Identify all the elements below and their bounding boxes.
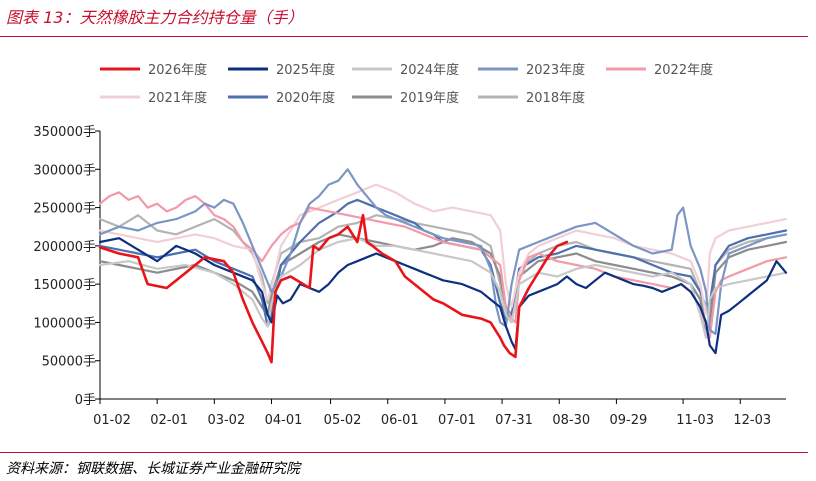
footer-divider [0,452,808,453]
legend-item: 2019年度 [352,90,459,106]
plot-area [98,168,788,364]
legend-item: 2021年度 [100,90,207,106]
x-tick-label: 02-01 [150,413,188,428]
y-tick-label: 300000手 [33,163,96,178]
y-tick-label: 200000手 [33,240,96,255]
series-line [98,233,788,332]
series-line [98,237,788,339]
legend-label: 2024年度 [400,62,459,78]
x-tick-label: 09-29 [610,413,648,428]
legend: 2026年度 2025年度 2024年度 2023年度 2022年度 2021年度 2020… [100,62,713,106]
series-line [98,198,788,328]
source-note: 资料来源：钢联数据、长城证券产业金融研究院 [6,461,300,477]
x-tick-label: 05-02 [324,413,362,428]
line-chart: 2026年度 2025年度 2024年度 2023年度 2022年度 2021年度 2020… [33,62,788,428]
legend-item: 2022年度 [606,62,713,78]
x-axis: 01-02 02-01 03-02 04-01 05-02 06-01 07-01 07-31… [93,398,786,428]
legend-label: 2021年度 [148,90,207,106]
chart-title: 图表 13：天然橡胶主力合约持仓量（手） [6,8,304,27]
x-tick-label: 07-01 [438,413,476,428]
legend-item: 2023年度 [478,62,585,78]
x-tick-label: 08-30 [552,413,590,428]
legend-label: 2026年度 [148,62,207,78]
legend-item: 2020年度 [228,90,335,106]
legend-label: 2022年度 [654,62,713,78]
x-tick-label: 11-03 [676,413,714,428]
x-tick-label: 03-02 [207,413,245,428]
y-tick-label: 50000手 [42,355,96,370]
y-tick-label: 250000手 [33,202,96,217]
y-tick-label: 0手 [75,393,96,408]
legend-label: 2023年度 [526,62,585,78]
legend-item: 2018年度 [478,90,585,106]
y-tick-label: 100000手 [33,316,96,331]
legend-label: 2025年度 [276,62,335,78]
y-tick-label: 150000手 [33,278,96,293]
x-tick-label: 01-02 [93,413,131,428]
legend-item: 2026年度 [100,62,207,78]
series-line [98,214,788,332]
title-divider [0,36,808,37]
legend-label: 2020年度 [276,90,335,106]
legend-item: 2025年度 [228,62,335,78]
x-tick-label: 06-01 [381,413,419,428]
y-tick-label: 350000手 [33,125,96,140]
series-line [98,168,788,335]
x-tick-label: 04-01 [265,413,303,428]
y-axis: 0手 50000手 100000手 150000手 200000手 250000手 3000… [33,125,101,408]
x-tick-label: 07-31 [495,413,533,428]
legend-label: 2018年度 [526,90,585,106]
legend-label: 2019年度 [400,90,459,106]
x-tick-label: 12-03 [733,413,771,428]
legend-item: 2024年度 [352,62,459,78]
series-line [98,183,788,316]
series-line [98,213,569,364]
series-line [98,191,788,339]
